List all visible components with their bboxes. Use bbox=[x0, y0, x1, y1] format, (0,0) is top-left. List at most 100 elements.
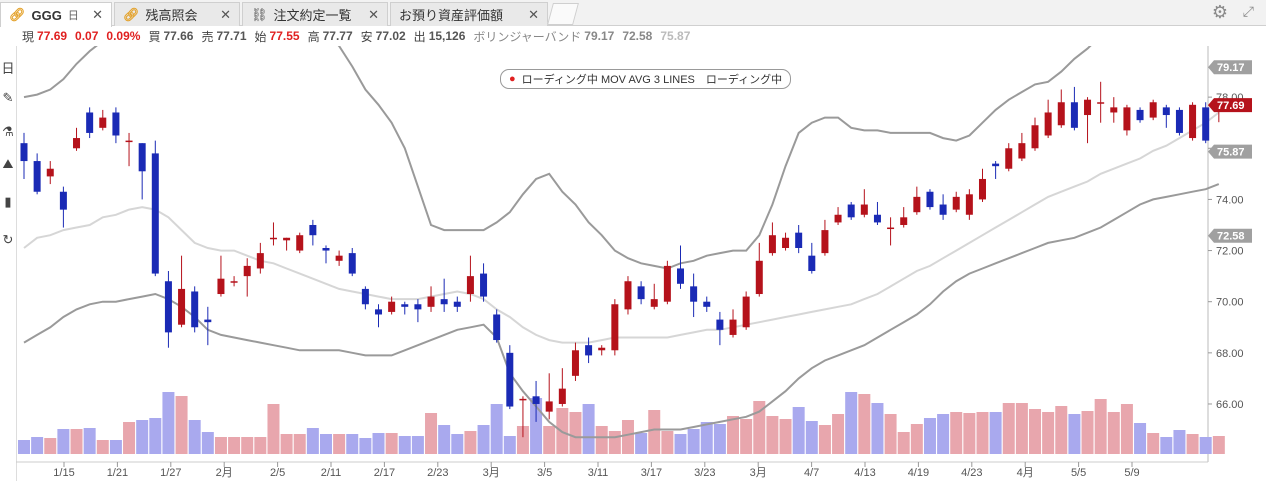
quote-change: 0.07 bbox=[75, 29, 99, 43]
x-tick-label: 3/23 bbox=[694, 467, 715, 479]
link-icon: 🔗︎ bbox=[9, 7, 26, 22]
x-tick-label: 1/21 bbox=[107, 467, 128, 479]
volume-bar bbox=[280, 434, 293, 454]
candle-body bbox=[808, 255, 816, 272]
candle-body bbox=[388, 301, 396, 312]
candle-body bbox=[283, 237, 291, 241]
candle-body bbox=[1005, 148, 1013, 169]
volume-bar bbox=[1120, 404, 1133, 454]
candle-body bbox=[598, 347, 606, 351]
x-tick-label: 3/5 bbox=[537, 467, 552, 479]
mountain-icon[interactable]: ⛰ bbox=[2, 156, 14, 171]
quote-label-bid: 買 bbox=[148, 29, 161, 44]
candle-body bbox=[1189, 104, 1197, 139]
pencil-icon[interactable]: ✎ bbox=[2, 90, 14, 105]
candle-body bbox=[59, 191, 67, 210]
candle-body bbox=[782, 237, 790, 248]
volume-bar bbox=[503, 436, 516, 454]
candle-body bbox=[1202, 107, 1210, 141]
volume-bar bbox=[385, 433, 398, 454]
volume-bar bbox=[398, 436, 411, 454]
candle-body bbox=[204, 319, 212, 323]
volume-bar bbox=[83, 428, 96, 454]
candle-body bbox=[1162, 107, 1170, 116]
volume-bar bbox=[805, 421, 818, 454]
volume-bar bbox=[241, 437, 254, 454]
volume-bar bbox=[897, 432, 910, 454]
candle-body bbox=[663, 265, 671, 302]
new-tab-button[interactable] bbox=[547, 3, 579, 25]
close-icon[interactable]: ✕ bbox=[92, 7, 103, 22]
volume-bar bbox=[425, 413, 438, 454]
price-tag-band bbox=[1208, 60, 1252, 75]
volume-bar bbox=[149, 418, 162, 454]
quote-current: 77.69 bbox=[37, 29, 68, 43]
price-tag-label: 77.69 bbox=[1217, 100, 1245, 112]
candle-body bbox=[1084, 99, 1092, 116]
refresh-icon[interactable]: ↻ bbox=[2, 232, 14, 247]
x-tick-label: 5/5 bbox=[1071, 467, 1086, 479]
quote-label-open: 始 bbox=[254, 29, 267, 44]
candle-body bbox=[20, 143, 28, 162]
volume-bar bbox=[923, 418, 936, 454]
volume-bar bbox=[254, 437, 267, 454]
volume-bar bbox=[359, 438, 372, 454]
tab-assets[interactable]: お預り資産評価額 ✕ bbox=[390, 2, 548, 26]
flask-icon[interactable]: ⚗ bbox=[2, 124, 14, 139]
tab-ggg[interactable]: 🔗︎ GGG 日 ✕ bbox=[0, 2, 112, 27]
candle-body bbox=[230, 281, 238, 283]
volume-bar bbox=[1212, 436, 1225, 454]
close-icon[interactable]: ✕ bbox=[368, 6, 379, 22]
candle-body bbox=[375, 309, 383, 315]
volume-bar bbox=[779, 419, 792, 454]
volume-bar bbox=[1147, 433, 1160, 454]
volume-bar bbox=[175, 396, 188, 454]
volume-bar bbox=[438, 425, 451, 454]
volume-bar bbox=[346, 434, 359, 454]
candle-body bbox=[348, 253, 356, 274]
candle-body bbox=[952, 196, 960, 210]
bollinger-mid: 75.87 bbox=[660, 29, 691, 43]
tab-balance[interactable]: 🔗︎ 残高照会 ✕ bbox=[114, 2, 240, 26]
bollinger-upper-line bbox=[23, 46, 1092, 270]
candle-body bbox=[1044, 112, 1052, 136]
candle-body bbox=[427, 296, 435, 307]
volume-bar bbox=[727, 416, 740, 454]
volume-bar bbox=[608, 431, 621, 454]
volume-bar bbox=[1134, 423, 1147, 454]
x-tick-label: 5/9 bbox=[1124, 467, 1139, 479]
calendar-icon[interactable]: 日 bbox=[1, 61, 15, 76]
volume-bar bbox=[937, 414, 950, 454]
indicator-legend[interactable]: ● ローディング中 MOV AVG 3 LINES ローディング中 bbox=[500, 69, 792, 89]
price-chart[interactable]: 78.0076.0074.0072.0070.0068.0066.001/151… bbox=[16, 46, 1266, 481]
candle-body bbox=[873, 214, 881, 223]
tab-orders[interactable]: ⛓ 注文約定一覧 ✕ bbox=[242, 2, 388, 26]
quote-ask: 77.71 bbox=[216, 29, 247, 43]
candle-body bbox=[99, 117, 107, 128]
candle-body bbox=[729, 319, 737, 335]
volume-bar bbox=[1186, 434, 1199, 454]
close-icon[interactable]: ✕ bbox=[528, 6, 539, 22]
candle-body bbox=[480, 273, 488, 297]
quote-label-current: 現 bbox=[22, 29, 35, 44]
volume-bar bbox=[858, 394, 871, 454]
volume-bar bbox=[1173, 430, 1186, 454]
volume-bar bbox=[635, 433, 648, 454]
volume-bar bbox=[333, 434, 346, 454]
volume-bar bbox=[963, 413, 976, 454]
drawing-toolbar: 日 ✎ ⚗ ⛰ ▮ ↻ bbox=[0, 46, 17, 481]
volume-bar bbox=[31, 437, 44, 454]
candle-body bbox=[900, 217, 908, 225]
expand-icon[interactable]: ⤢ bbox=[1242, 3, 1254, 19]
candle-body bbox=[440, 299, 448, 305]
x-tick-label: 4/7 bbox=[804, 467, 819, 479]
gear-icon[interactable]: ⚙ bbox=[1211, 2, 1228, 22]
candle-body bbox=[585, 345, 593, 356]
chart-area[interactable]: 78.0076.0074.0072.0070.0068.0066.001/151… bbox=[16, 46, 1266, 481]
candle-body bbox=[178, 288, 186, 325]
bar-chart-icon[interactable]: ▮ bbox=[4, 194, 12, 209]
candle-body bbox=[978, 178, 986, 200]
candle-layer bbox=[20, 81, 1223, 438]
quote-bid: 77.66 bbox=[163, 29, 194, 43]
close-icon[interactable]: ✕ bbox=[220, 6, 231, 22]
